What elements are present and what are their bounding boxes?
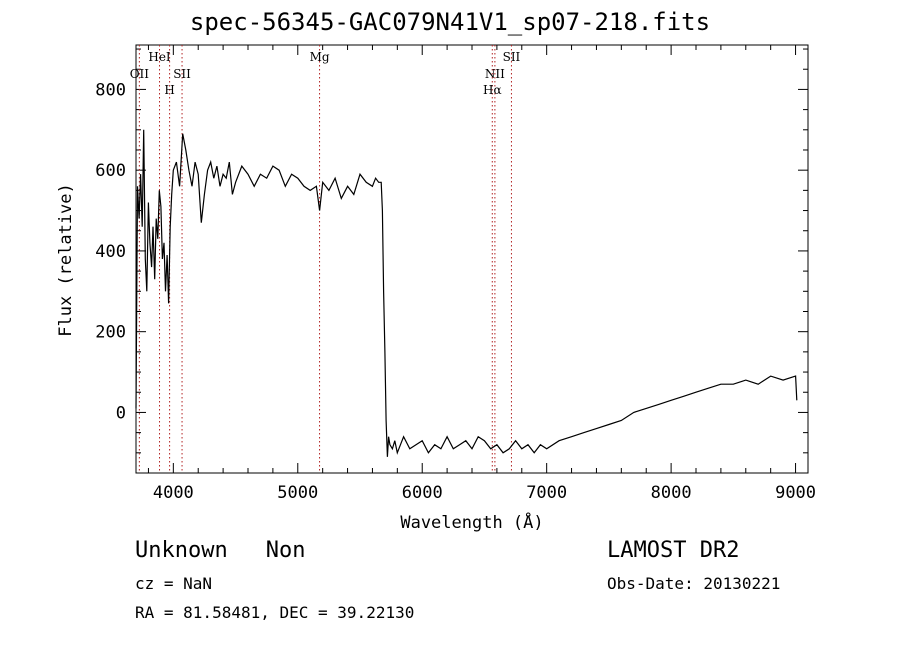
x-tick-label: 7000 — [526, 483, 567, 503]
spectral-line-label: HeI — [148, 50, 171, 64]
spectral-line-label: H — [164, 83, 174, 97]
y-axis-title: Flux (relative) — [56, 183, 76, 337]
x-tick-label: 5000 — [277, 483, 318, 503]
y-ticks: 0 200 400 600 800 — [95, 48, 808, 454]
y-tick-label: 600 — [95, 161, 126, 181]
spectral-line-label: NII — [485, 67, 505, 81]
obs-date-label: Obs-Date: 20130221 — [607, 574, 781, 593]
spectrum-series-line — [135, 129, 798, 457]
x-tick-label: 6000 — [402, 483, 443, 503]
spectral-line-label: Mg — [310, 50, 330, 64]
redshift-label: cz = NaN — [135, 574, 213, 593]
chart-title: spec-56345-GAC079N41V1_sp07-218.fits — [189, 8, 711, 36]
spectral-line-label: Hα — [483, 83, 502, 97]
x-ticks: 4000 5000 6000 7000 8000 9000 — [147, 45, 816, 503]
y-tick-label: 800 — [95, 80, 126, 100]
y-tick-label: 0 — [116, 403, 126, 423]
class-label: Unknown — [135, 538, 228, 563]
x-tick-label: 4000 — [153, 483, 194, 503]
y-tick-label: 400 — [95, 242, 126, 262]
x-tick-label: 8000 — [651, 483, 692, 503]
classification: Unknown Non — [135, 538, 343, 563]
spectral-line-label: OII — [130, 67, 150, 81]
spectral-line-markers: OII HeI H SII Mg NII Hα SII — [130, 45, 521, 473]
spectral-line-label: SII — [503, 50, 521, 64]
spectral-line-label: SII — [173, 67, 191, 81]
x-axis-title: Wavelength (Å) — [400, 511, 543, 533]
y-tick-label: 200 — [95, 323, 126, 343]
coordinates-label: RA = 81.58481, DEC = 39.22130 — [135, 603, 415, 622]
survey-label: LAMOST DR2 — [607, 538, 740, 563]
subclass-label: Non — [265, 538, 306, 563]
plot-frame — [135, 44, 809, 474]
x-tick-label: 9000 — [775, 483, 816, 503]
